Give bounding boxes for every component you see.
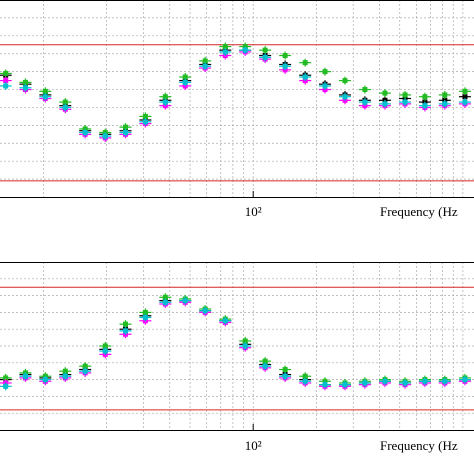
marker	[302, 74, 308, 80]
marker	[182, 298, 188, 304]
marker	[322, 83, 328, 89]
marker	[402, 99, 408, 105]
marker	[3, 70, 9, 76]
marker	[102, 348, 108, 354]
marker	[162, 94, 168, 100]
marker	[462, 88, 468, 94]
marker	[62, 368, 68, 374]
marker	[142, 119, 148, 125]
marker	[422, 94, 428, 100]
marker	[162, 299, 168, 305]
marker	[3, 375, 9, 381]
marker	[122, 321, 128, 327]
plot-frame	[0, 262, 474, 431]
marker	[62, 104, 68, 110]
marker	[262, 47, 268, 53]
marker	[262, 54, 268, 60]
marker	[3, 78, 9, 84]
marker	[262, 363, 268, 369]
marker	[102, 133, 108, 139]
x-tick-label: 10²	[245, 438, 262, 453]
marker	[282, 63, 288, 69]
marker	[202, 58, 208, 64]
marker	[82, 130, 88, 136]
marker	[282, 367, 288, 373]
marker	[82, 363, 88, 369]
marker	[122, 124, 128, 130]
marker	[462, 94, 468, 100]
marker	[62, 99, 68, 105]
marker	[182, 79, 188, 85]
marker	[242, 343, 248, 349]
marker	[382, 101, 388, 107]
x-axis-label: Frequency (Hz	[380, 204, 458, 219]
x-axis-label: Frequency (Hz	[380, 438, 458, 453]
plot-frame	[0, 0, 474, 198]
marker	[282, 373, 288, 379]
marker	[222, 318, 228, 324]
marker	[3, 83, 9, 89]
marker	[442, 378, 448, 384]
marker	[402, 380, 408, 386]
marker	[82, 368, 88, 374]
marker	[422, 103, 428, 109]
marker	[222, 49, 228, 55]
marker	[362, 380, 368, 386]
marker	[22, 85, 28, 91]
marker	[262, 358, 268, 364]
marker	[42, 377, 48, 383]
marker	[142, 113, 148, 119]
marker	[3, 383, 9, 389]
marker	[442, 92, 448, 98]
marker	[222, 44, 228, 50]
marker	[302, 373, 308, 379]
marker	[382, 90, 388, 96]
marker	[342, 94, 348, 100]
marker	[362, 87, 368, 93]
marker	[402, 92, 408, 98]
marker	[122, 328, 128, 334]
x-tick-label: 10²	[245, 204, 262, 219]
marker	[122, 130, 128, 136]
marker	[422, 378, 428, 384]
marker	[302, 60, 308, 66]
marker	[142, 309, 148, 315]
marker	[362, 99, 368, 105]
marker	[62, 373, 68, 379]
marker	[342, 78, 348, 84]
marker	[22, 373, 28, 379]
marker	[42, 94, 48, 100]
marker	[242, 338, 248, 344]
marker	[182, 74, 188, 80]
marker	[462, 377, 468, 383]
marker	[322, 382, 328, 388]
marker	[142, 314, 148, 320]
marker	[302, 378, 308, 384]
marker	[102, 343, 108, 349]
marker	[162, 99, 168, 105]
marker	[342, 382, 348, 388]
marker	[462, 99, 468, 105]
marker	[202, 63, 208, 69]
marker	[242, 47, 248, 53]
marker	[42, 88, 48, 94]
marker	[322, 69, 328, 75]
marker	[382, 378, 388, 384]
marker	[202, 308, 208, 314]
marker	[22, 79, 28, 85]
marker	[162, 294, 168, 300]
marker	[442, 101, 448, 107]
marker	[282, 53, 288, 59]
